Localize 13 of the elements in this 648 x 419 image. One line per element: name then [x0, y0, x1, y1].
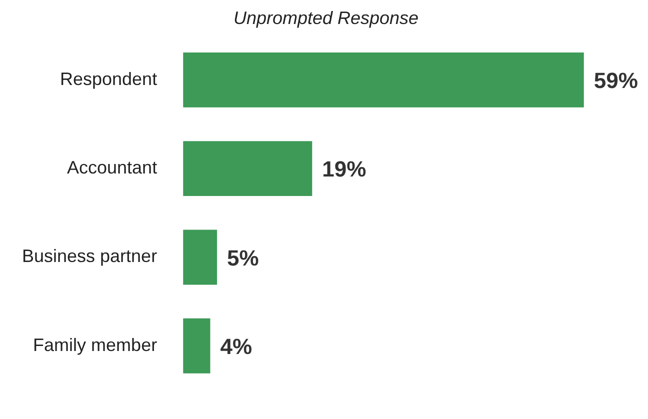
y-tick-label: Respondent — [60, 68, 158, 89]
data-label: 4% — [220, 334, 252, 359]
y-tick-label: Business partner — [22, 246, 158, 266]
data-label: 59% — [594, 68, 638, 93]
bar — [183, 52, 584, 108]
y-tick-label: Family member — [33, 334, 158, 355]
bar — [183, 318, 210, 374]
y-tick-label: Accountant — [67, 158, 158, 178]
data-label: 19% — [322, 156, 366, 182]
data-label: 5% — [227, 245, 259, 270]
bar — [183, 141, 312, 196]
chart-title: Unprompted Response — [233, 8, 419, 28]
bar — [183, 230, 218, 285]
